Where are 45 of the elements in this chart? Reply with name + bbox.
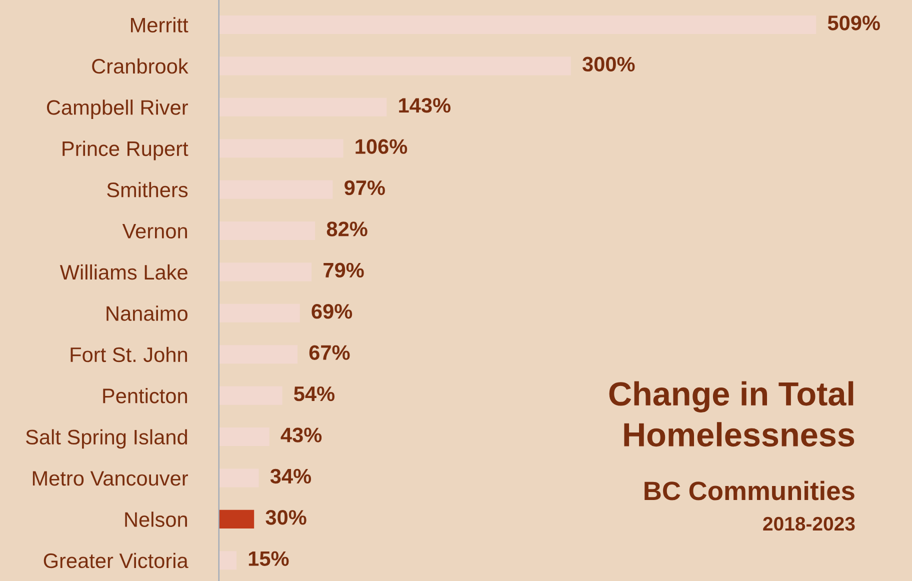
y-tick-label: Nanaimo	[106, 306, 188, 321]
annotation: 2018-2023	[763, 516, 855, 531]
bar	[218, 15, 816, 34]
y-tick-label: Merritt	[131, 17, 188, 32]
data-label: 30%	[266, 510, 306, 525]
bar	[218, 386, 282, 405]
data-label: 509%	[828, 16, 880, 30]
bar	[218, 262, 312, 282]
y-tick-label: Nelson	[125, 512, 187, 527]
y-tick-label: Penticton	[103, 388, 187, 404]
data-label: 79%	[324, 262, 364, 278]
y-tick-label: Smithers	[107, 182, 188, 198]
bar	[218, 304, 300, 322]
y-tick-label: Cranbrook	[92, 58, 188, 74]
y-tick-label: Williams Lake	[60, 264, 188, 280]
data-label: 67%	[309, 345, 350, 360]
text: BC Communities	[644, 480, 854, 500]
bar	[218, 180, 333, 199]
bar	[218, 551, 236, 570]
text: Change in Total Homelessness	[609, 381, 854, 447]
y-tick-label: Greater Victoria	[44, 552, 188, 568]
y-tick-label: Metro Vancouver	[32, 471, 188, 486]
y-tick-label: Campbell River	[46, 100, 188, 120]
bar	[218, 510, 254, 528]
bar	[218, 345, 298, 364]
bar	[218, 428, 270, 446]
data-label: 106%	[356, 139, 408, 154]
y-tick-label: Vernon	[122, 224, 187, 239]
bar	[218, 56, 571, 76]
data-label: 82%	[326, 222, 368, 236]
bar	[218, 98, 387, 116]
data-label: 43%	[280, 428, 322, 442]
data-label: 69%	[312, 304, 352, 319]
y-tick-label: Salt Spring Island	[26, 429, 187, 449]
y-tick-label: Prince Rupert	[62, 140, 188, 160]
data-label: 54%	[294, 386, 334, 402]
bar	[218, 139, 344, 158]
data-label: 34%	[270, 468, 312, 484]
data-label: 97%	[344, 180, 385, 196]
bar	[218, 468, 259, 488]
bar	[218, 221, 316, 240]
data-label: 15%	[248, 551, 289, 566]
y-tick-label: Fort St. John	[70, 346, 187, 362]
data-label: 300%	[582, 56, 635, 72]
data-label: 143%	[399, 98, 451, 113]
